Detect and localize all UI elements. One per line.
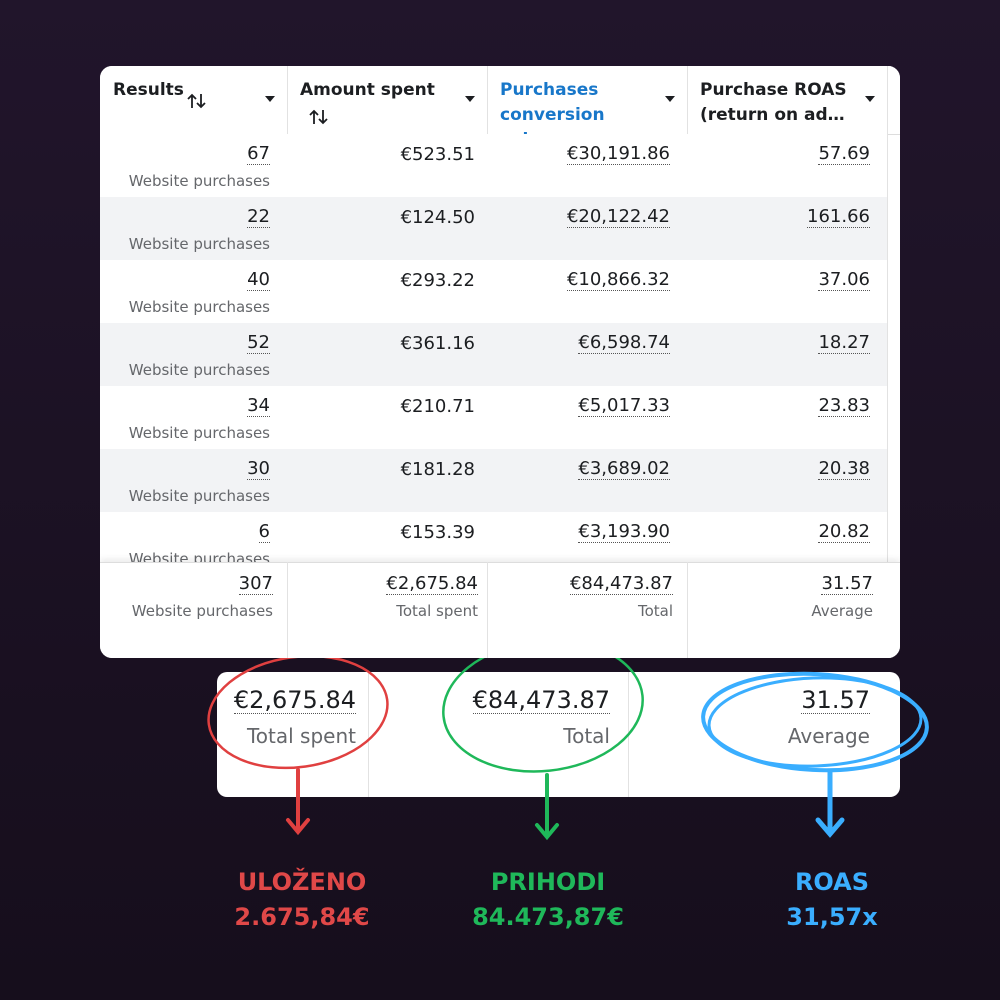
total-conversion-label: Total (637, 602, 673, 620)
roas-value: 37.06 (818, 269, 870, 291)
results-value: 30 (247, 458, 270, 480)
annotation-value: 2.675,84€ (234, 903, 370, 931)
conversion-value: €20,122.42 (566, 206, 670, 228)
annotation-title: ROAS (794, 868, 870, 896)
sort-dropdown (665, 96, 675, 102)
zoom-label: Average (787, 724, 870, 748)
roas-value: 57.69 (818, 143, 870, 165)
zoom-label: Total spent (246, 724, 356, 748)
column-header: Purchase ROAS (return on ad… (700, 80, 847, 125)
column-divider (287, 562, 288, 658)
roas-value: 20.82 (818, 521, 870, 543)
table-row (100, 197, 887, 260)
total-roas: 31.57 (821, 573, 873, 595)
roas-value: 20.38 (818, 458, 870, 480)
results-value: 6 (258, 521, 270, 543)
amount-spent: €124.50 (400, 207, 475, 228)
header-bg (100, 66, 900, 135)
amount-spent: €293.22 (400, 270, 475, 291)
roas-value: 23.83 (818, 395, 870, 417)
total-results-label: Website purchases (131, 602, 273, 620)
results-label: Website purchases (128, 424, 270, 442)
green-arrow (535, 773, 559, 841)
table-row (100, 386, 887, 449)
table-row (100, 260, 887, 323)
results-value: 52 (247, 332, 270, 354)
column-divider (487, 562, 488, 658)
amount-spent: €361.16 (400, 333, 475, 354)
results-label: Website purchases (128, 172, 270, 190)
results-value: 34 (247, 395, 270, 417)
amount-spent: €181.28 (400, 459, 475, 480)
blue-circle (701, 671, 929, 773)
conversion-value: €3,193.90 (578, 521, 670, 543)
results-value: 67 (247, 143, 270, 165)
total-amount: €2,675.84 (386, 573, 478, 595)
red-circle (207, 654, 389, 770)
total-results: 307 (238, 573, 273, 595)
results-value: 40 (247, 269, 270, 291)
conversion-value: €10,866.32 (566, 269, 670, 291)
column-divider (368, 672, 369, 797)
roas-value: 18.27 (818, 332, 870, 354)
results-label: Website purchases (128, 298, 270, 316)
column-divider (887, 66, 888, 658)
conversion-value: €3,689.02 (578, 458, 670, 480)
ads-table: Results Amount spent Purchases conversion … (100, 66, 900, 658)
table-row (100, 449, 887, 512)
amount-spent: €153.39 (400, 522, 475, 543)
column-header: Amount spent (300, 80, 435, 100)
annotation-value: 84.473,87€ (472, 903, 624, 931)
conversion-value: €6,598.74 (578, 332, 670, 354)
annotation-title: PRIHODI (490, 868, 606, 896)
amount-spent: €523.51 (400, 144, 475, 165)
annotation-title: ULOŽENO (237, 868, 367, 896)
column-header: Results (113, 80, 184, 100)
blue-circle (707, 676, 923, 768)
roas-value: 161.66 (807, 206, 870, 228)
amount-spent: €210.71 (400, 396, 475, 417)
sort-dropdown (865, 96, 875, 102)
zoom-value: €2,675.84 (233, 686, 356, 715)
totals-zoom: €2,675.84 Total spent €84,473.87 Total 31.57… (217, 672, 900, 797)
totals-bg (100, 562, 900, 658)
sort-dropdown (465, 96, 475, 102)
annotation-value: 31,57x (786, 903, 878, 931)
total-conversion: €84,473.87 (569, 573, 673, 595)
results-label: Website purchases (128, 235, 270, 253)
results-label: Website purchases (128, 361, 270, 379)
results-value: 22 (247, 206, 270, 228)
zoom-value: 31.57 (801, 686, 870, 715)
zoom-label: Total (563, 724, 610, 748)
zoom-value: €84,473.87 (472, 686, 610, 715)
sort-icon (186, 92, 208, 114)
table-row (100, 323, 887, 386)
results-label: Website purchases (128, 487, 270, 505)
column-divider (687, 562, 688, 658)
total-roas-label: Average (811, 602, 873, 620)
conversion-value: €30,191.86 (566, 143, 670, 165)
red-arrow (286, 768, 310, 836)
table-row (100, 134, 887, 197)
sort-dropdown (265, 96, 275, 102)
total-amount-label: Total spent (396, 602, 478, 620)
conversion-value: €5,017.33 (578, 395, 670, 417)
sort-icon (308, 108, 330, 130)
blue-arrow (815, 769, 845, 838)
